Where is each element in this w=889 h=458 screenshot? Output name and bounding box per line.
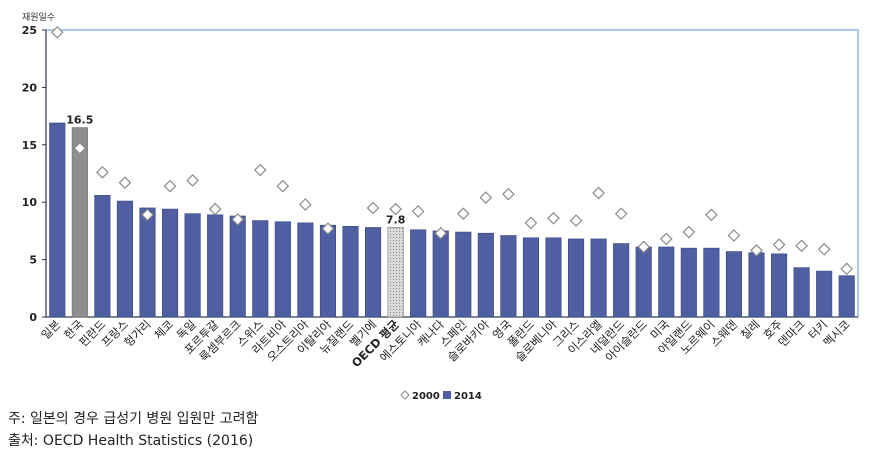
y-tick-label: 20 bbox=[22, 81, 38, 94]
x-tick-label: 일본 bbox=[39, 317, 64, 342]
bar-2014 bbox=[613, 243, 630, 318]
marker-2000 bbox=[141, 208, 154, 222]
bar-2014 bbox=[252, 220, 269, 318]
chart-notes: 주: 일본의 경우 급성기 병원 입원만 고려함 출처: OECD Health… bbox=[8, 408, 258, 452]
data-label: 16.5 bbox=[66, 114, 93, 127]
marker-2000 bbox=[253, 163, 267, 177]
legend-label-2000: 2000 bbox=[412, 391, 440, 402]
marker-2000 bbox=[73, 141, 87, 155]
data-label: 7.8 bbox=[386, 213, 406, 226]
bar-2014 bbox=[568, 238, 585, 318]
y-tick-label: 5 bbox=[29, 254, 37, 267]
marker-2000 bbox=[186, 174, 199, 187]
x-tick-label: 헝가리 bbox=[121, 317, 153, 349]
bar-2014 bbox=[207, 214, 224, 318]
x-tick-label: 체코 bbox=[151, 317, 176, 342]
marker-2000 bbox=[321, 222, 335, 235]
marker-2000 bbox=[524, 216, 538, 230]
bar-2014 bbox=[477, 232, 494, 318]
bar-2014 bbox=[319, 224, 336, 318]
bar-2014 bbox=[139, 207, 156, 318]
marker-2000 bbox=[795, 239, 808, 253]
bar-2014 bbox=[522, 237, 539, 318]
source-note: 출처: OECD Health Statistics (2016) bbox=[8, 433, 254, 449]
bar-2014 bbox=[71, 127, 88, 318]
marker-2000 bbox=[208, 202, 222, 216]
marker-2000 bbox=[750, 244, 763, 257]
marker-2000 bbox=[727, 229, 741, 242]
marker-2000 bbox=[50, 25, 64, 39]
bar-2014 bbox=[590, 238, 607, 318]
marker-2000 bbox=[547, 211, 560, 225]
marker-2000 bbox=[840, 262, 854, 276]
marker-2000 bbox=[231, 213, 245, 226]
marker-2000 bbox=[614, 207, 628, 221]
marker-2000 bbox=[96, 166, 109, 179]
marker-2000 bbox=[592, 186, 605, 200]
marker-2000 bbox=[682, 225, 696, 239]
bar-2014 bbox=[410, 229, 427, 318]
marker-2000 bbox=[276, 179, 290, 193]
footnote: 주: 일본의 경우 급성기 병원 입원만 고려함 bbox=[8, 411, 259, 427]
marker-2000 bbox=[456, 207, 470, 221]
x-tick-label: 스웨덴 bbox=[708, 317, 740, 349]
marker-2000 bbox=[817, 242, 831, 256]
legend-marker-2000 bbox=[400, 390, 410, 400]
bar-2014 bbox=[725, 251, 742, 318]
bar-2014 bbox=[545, 237, 562, 318]
marker-2000 bbox=[637, 240, 651, 254]
marker-2000 bbox=[299, 198, 312, 211]
bar-2014 bbox=[94, 195, 111, 318]
marker-2000 bbox=[659, 232, 673, 246]
bar-2014 bbox=[500, 235, 517, 318]
bar-2014 bbox=[274, 221, 291, 318]
marker-2000 bbox=[569, 214, 583, 227]
bar-2014 bbox=[432, 230, 449, 318]
x-tick-label: 멕시코 bbox=[820, 317, 852, 349]
marker-2000 bbox=[389, 202, 402, 216]
bar-2014 bbox=[162, 208, 179, 318]
y-tick-label: 15 bbox=[22, 139, 37, 152]
marker-2000 bbox=[502, 187, 515, 201]
y-tick-label: 10 bbox=[22, 196, 38, 209]
marker-2000 bbox=[118, 176, 132, 190]
bar-2014 bbox=[748, 252, 765, 318]
marker-2000 bbox=[366, 201, 380, 215]
y-tick-label: 0 bbox=[29, 311, 37, 324]
legend-marker-2014 bbox=[443, 391, 451, 399]
bar-2014 bbox=[342, 226, 359, 318]
bar-2014 bbox=[680, 247, 697, 318]
legend-label-2014: 2014 bbox=[454, 391, 482, 402]
marker-2000 bbox=[434, 226, 448, 240]
x-tick-label: 덴마크 bbox=[775, 317, 807, 349]
marker-2000 bbox=[411, 205, 425, 218]
y-tick-label: 25 bbox=[22, 24, 37, 37]
bar-2014 bbox=[793, 267, 810, 318]
bar-2014 bbox=[365, 227, 382, 318]
bar-2014 bbox=[297, 222, 314, 318]
marker-2000 bbox=[705, 208, 718, 222]
bar-2014 bbox=[703, 247, 720, 318]
bar-2014 bbox=[184, 213, 201, 318]
bar-2014 bbox=[116, 200, 133, 318]
bar-2014 bbox=[455, 231, 472, 318]
bar-2014 bbox=[229, 215, 246, 318]
bar-2014 bbox=[387, 227, 404, 318]
bar-2014 bbox=[816, 270, 833, 318]
marker-2000 bbox=[163, 179, 177, 193]
y-axis-title: 재원일수 bbox=[22, 12, 55, 23]
bar-2014 bbox=[49, 122, 66, 318]
bar-2014 bbox=[838, 275, 855, 318]
bar-2014 bbox=[658, 246, 675, 318]
plot-area bbox=[45, 29, 859, 318]
marker-2000 bbox=[479, 191, 493, 204]
bar-2014 bbox=[771, 253, 788, 318]
x-tick-label: 칠레 bbox=[738, 317, 763, 342]
marker-2000 bbox=[772, 238, 786, 252]
bar-2014 bbox=[635, 246, 652, 318]
